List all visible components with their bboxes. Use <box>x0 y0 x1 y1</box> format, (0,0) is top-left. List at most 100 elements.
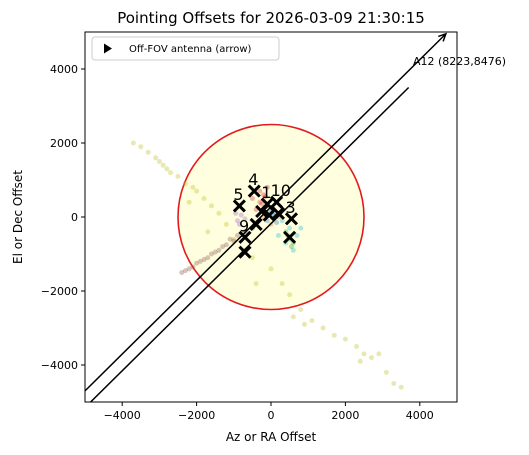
scatter-point-0 <box>398 384 404 390</box>
scatter-point-2 <box>249 196 255 201</box>
scatter-point-0 <box>331 332 337 338</box>
scatter-point-1 <box>201 257 207 263</box>
scatter-point-2 <box>262 194 268 200</box>
scatter-point-2 <box>257 199 263 205</box>
legend: Off-FOV antenna (arrow) <box>91 36 280 61</box>
antenna-marker <box>238 230 252 244</box>
scatter-point-0 <box>186 199 192 205</box>
antenna-label: 1 <box>261 183 271 202</box>
scatter-point-0 <box>164 166 170 172</box>
scatter-point-4 <box>275 233 281 238</box>
scatter-point-1 <box>208 251 214 257</box>
scatter-point-0 <box>130 140 136 146</box>
antenna-marker <box>249 217 263 231</box>
legend-entry-label: Off-FOV antenna (arrow) <box>129 44 252 55</box>
y-tick-label: −2000 <box>41 285 78 298</box>
chart-title: Pointing Offsets for 2026-03-09 21:30:15 <box>117 9 425 27</box>
x-tick-label: 2000 <box>331 409 359 422</box>
x-tick-label: −2000 <box>178 409 215 422</box>
antenna-marker <box>255 204 269 219</box>
scatter-point-6 <box>274 220 280 226</box>
scatter-point-0 <box>301 321 307 327</box>
y-tick-label: −4000 <box>41 359 78 372</box>
off-fov-arrow-line-1 <box>89 86 410 402</box>
scatter-point-0 <box>298 307 304 312</box>
x-axis-label: Az or RA Offset <box>226 430 317 444</box>
scatter-point-0 <box>368 355 374 361</box>
scatter-point-0 <box>253 281 259 287</box>
antenna-label: 5 <box>233 185 243 204</box>
scatter-point-0 <box>153 155 159 161</box>
antenna-marker <box>232 199 246 213</box>
scatter-point-0 <box>279 281 285 287</box>
scatter-point-0 <box>309 318 315 324</box>
scatter-point-4 <box>298 225 304 231</box>
antenna-marker <box>262 208 276 222</box>
scatter-point-0 <box>383 369 389 375</box>
scatter-point-4 <box>279 218 285 224</box>
x-tick-label: −4000 <box>104 409 141 422</box>
antenna-marker <box>271 206 286 220</box>
scatter-point-2 <box>261 192 267 198</box>
scatter-point-0 <box>160 162 166 168</box>
legend-box <box>91 36 280 61</box>
scatter-point-0 <box>376 351 382 357</box>
scatter-point-0 <box>201 196 207 201</box>
scatter-point-0 <box>190 184 196 190</box>
antenna-marker <box>284 212 299 226</box>
scatter-point-0 <box>231 236 237 242</box>
scatter-point-1 <box>194 260 200 266</box>
antenna-marker <box>270 195 284 209</box>
scatter-point-2 <box>259 201 265 207</box>
scatter-point-1 <box>205 255 211 261</box>
y-tick-label: 4000 <box>50 63 78 76</box>
antenna-marker <box>283 230 297 244</box>
legend-arrow-marker-icon <box>104 43 112 54</box>
x-axis-ticks: −4000 −2000 0 2000 4000 <box>104 402 434 422</box>
scatter-point-2 <box>257 188 263 194</box>
scatter-point-0 <box>320 325 326 331</box>
scatter-point-0 <box>168 170 174 176</box>
scatter-point-5 <box>288 244 294 250</box>
scatter-point-0 <box>268 266 274 272</box>
scatter-point-3 <box>236 221 242 227</box>
fov-circle-edge <box>177 123 365 311</box>
scatter-point-2 <box>264 184 270 190</box>
scatter-point-0 <box>205 229 211 235</box>
scatter-point-1 <box>197 258 203 264</box>
antenna-label: 9 <box>239 216 249 235</box>
scatter-point-1 <box>186 266 192 272</box>
scatter-point-3 <box>233 210 239 216</box>
scatter-point-0 <box>156 159 162 164</box>
x-tick-label: 4000 <box>406 409 434 422</box>
scatter-point-1 <box>190 264 196 270</box>
x-tick-label: 0 <box>268 409 275 422</box>
scatter-point-4 <box>287 225 293 231</box>
scatter-point-0 <box>354 344 360 349</box>
scatter-point-0 <box>342 336 348 342</box>
scatter-point-0 <box>357 358 363 364</box>
antenna-label: 4 <box>248 170 258 189</box>
scatter-point-0 <box>361 351 367 357</box>
scatter-point-3 <box>242 216 248 222</box>
scatter-point-4 <box>294 233 300 238</box>
scatter-point-0 <box>290 314 296 320</box>
scatter-point-1 <box>220 244 226 250</box>
scatter-point-0 <box>208 203 214 209</box>
antenna-marker <box>247 184 261 198</box>
antenna-label: 3 <box>285 198 295 217</box>
scatter-point-0 <box>194 188 200 194</box>
scatter-point-1 <box>179 270 185 275</box>
scatter-point-0 <box>391 381 397 386</box>
off-fov-arrow-head-0 <box>438 32 448 42</box>
scatter-point-1 <box>216 247 222 253</box>
y-tick-label: 2000 <box>50 137 78 150</box>
scatter-point-0 <box>138 144 144 150</box>
scatter-point-0 <box>223 221 229 227</box>
y-axis-label: El or Dec Offset <box>11 170 25 264</box>
scatter-point-0 <box>145 149 151 155</box>
scatter-point-4 <box>290 247 296 253</box>
